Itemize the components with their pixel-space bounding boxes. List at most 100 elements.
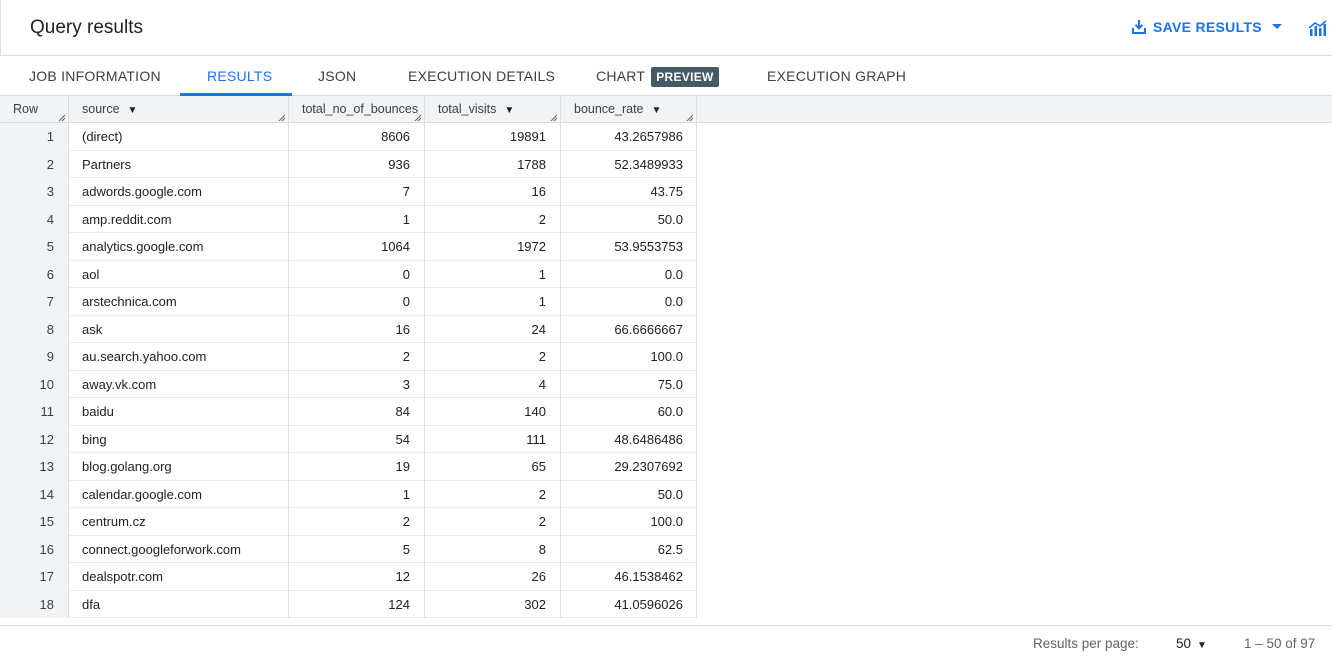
row-number-cell: 11 xyxy=(0,398,69,426)
row-number-cell: 5 xyxy=(0,233,69,261)
pagination-footer: Results per page: 50 ▼ 1 – 50 of 97 xyxy=(0,625,1332,660)
column-header-total-visits[interactable]: total_visits ▼ xyxy=(425,96,561,123)
tab-json[interactable]: JSON xyxy=(318,68,357,84)
visits-cell: 1 xyxy=(425,260,561,288)
sort-arrow-icon[interactable]: ▼ xyxy=(127,105,138,116)
source-cell: au.search.yahoo.com xyxy=(69,343,289,371)
table-header xyxy=(0,96,1332,123)
sort-arrow-icon[interactable]: ▼ xyxy=(651,105,662,116)
visits-cell: 2 xyxy=(425,480,561,508)
tab-execution-graph[interactable]: EXECUTION GRAPH xyxy=(767,68,907,84)
bounces-cell: 54 xyxy=(289,425,425,453)
column-header-label: total_visits xyxy=(438,102,497,116)
visits-cell: 302 xyxy=(425,590,561,618)
column-header-source[interactable]: source ▼ xyxy=(69,96,289,123)
bounce-rate-cell: 100.0 xyxy=(561,508,697,536)
table-row: 12 bing 54 111 48.6486486 xyxy=(0,425,697,453)
row-number-cell: 3 xyxy=(0,178,69,206)
visits-cell: 2 xyxy=(425,205,561,233)
visits-cell: 24 xyxy=(425,315,561,343)
active-tab-indicator xyxy=(180,93,292,96)
bounce-rate-cell: 29.2307692 xyxy=(561,453,697,481)
column-resize-handle[interactable] xyxy=(278,114,285,121)
row-number-cell: 16 xyxy=(0,535,69,563)
row-number-cell: 12 xyxy=(0,425,69,453)
source-cell: arstechnica.com xyxy=(69,288,289,316)
bounces-cell: 16 xyxy=(289,315,425,343)
column-resize-handle[interactable] xyxy=(550,114,557,121)
bounce-rate-cell: 0.0 xyxy=(561,288,697,316)
column-resize-handle[interactable] xyxy=(686,114,693,121)
source-cell: connect.googleforwork.com xyxy=(69,535,289,563)
tab-execution-details[interactable]: EXECUTION DETAILS xyxy=(408,68,556,84)
bounces-cell: 936 xyxy=(289,150,425,178)
visits-cell: 8 xyxy=(425,535,561,563)
visits-cell: 2 xyxy=(425,508,561,536)
visits-cell: 1972 xyxy=(425,233,561,261)
visits-cell: 65 xyxy=(425,453,561,481)
visits-cell: 2 xyxy=(425,343,561,371)
row-number-cell: 1 xyxy=(0,123,69,151)
bounce-rate-cell: 46.1538462 xyxy=(561,563,697,591)
preview-badge: PREVIEW xyxy=(651,67,719,87)
table-row: 2 Partners 936 1788 52.3489933 xyxy=(0,150,697,178)
row-number-cell: 7 xyxy=(0,288,69,316)
column-resize-handle[interactable] xyxy=(58,114,65,121)
save-results-label: SAVE RESULTS xyxy=(1153,19,1262,35)
visits-cell: 16 xyxy=(425,178,561,206)
bounce-rate-cell: 48.6486486 xyxy=(561,425,697,453)
source-cell: dealspotr.com xyxy=(69,563,289,591)
tab-results[interactable]: RESULTS xyxy=(207,68,273,84)
sort-arrow-icon[interactable]: ▼ xyxy=(504,105,515,116)
table-row: 7 arstechnica.com 0 1 0.0 xyxy=(0,288,697,316)
column-resize-handle[interactable] xyxy=(414,114,421,121)
bounces-cell: 1 xyxy=(289,480,425,508)
source-cell: dfa xyxy=(69,590,289,618)
column-header-label: total_no_of_bounces xyxy=(302,102,419,116)
column-header-bounce-rate[interactable]: bounce_rate ▼ xyxy=(561,96,697,123)
table-row: 16 connect.googleforwork.com 5 8 62.5 xyxy=(0,535,697,563)
table-row: 3 adwords.google.com 7 16 43.75 xyxy=(0,178,697,206)
table-row: 13 blog.golang.org 19 65 29.2307692 xyxy=(0,453,697,481)
bounce-rate-cell: 0.0 xyxy=(561,260,697,288)
bounce-rate-cell: 60.0 xyxy=(561,398,697,426)
table-row: 6 aol 0 1 0.0 xyxy=(0,260,697,288)
results-tabs: JOB INFORMATION RESULTS JSON EXECUTION D… xyxy=(0,56,1332,96)
bounce-rate-cell: 50.0 xyxy=(561,480,697,508)
visits-cell: 4 xyxy=(425,370,561,398)
results-per-page-select[interactable]: 50 ▼ xyxy=(1176,636,1207,651)
bounces-cell: 3 xyxy=(289,370,425,398)
row-number-cell: 13 xyxy=(0,453,69,481)
caret-down-icon: ▼ xyxy=(1197,640,1207,651)
column-header-total-no-of-bounces[interactable]: total_no_of_bounces xyxy=(289,96,425,123)
row-number-cell: 10 xyxy=(0,370,69,398)
visits-cell: 26 xyxy=(425,563,561,591)
visits-cell: 140 xyxy=(425,398,561,426)
source-cell: amp.reddit.com xyxy=(69,205,289,233)
tab-job-information[interactable]: JOB INFORMATION xyxy=(29,68,161,84)
table-row: 18 dfa 124 302 41.0596026 xyxy=(0,590,697,618)
column-header-row[interactable]: Row xyxy=(0,96,69,123)
table-row: 4 amp.reddit.com 1 2 50.0 xyxy=(0,205,697,233)
save-results-button[interactable]: SAVE RESULTS xyxy=(1131,19,1288,35)
explore-data-button[interactable] xyxy=(1308,19,1330,42)
source-cell: baidu xyxy=(69,398,289,426)
bounces-cell: 2 xyxy=(289,343,425,371)
column-header-label: Row xyxy=(13,102,39,116)
bounce-rate-cell: 100.0 xyxy=(561,343,697,371)
page-title: Query results xyxy=(30,17,143,38)
tab-chart[interactable]: CHART PREVIEW xyxy=(596,56,719,95)
row-number-cell: 14 xyxy=(0,480,69,508)
pagination-range: 1 – 50 of 97 xyxy=(1244,636,1316,651)
bounce-rate-cell: 53.9553753 xyxy=(561,233,697,261)
results-header: Query results SAVE RESULTS xyxy=(0,0,1332,56)
bounces-cell: 12 xyxy=(289,563,425,591)
source-cell: calendar.google.com xyxy=(69,480,289,508)
chart-icon xyxy=(1308,20,1327,36)
bounces-cell: 1064 xyxy=(289,233,425,261)
column-header-label: bounce_rate xyxy=(574,102,644,116)
row-number-cell: 15 xyxy=(0,508,69,536)
bounces-cell: 8606 xyxy=(289,123,425,151)
bounces-cell: 0 xyxy=(289,260,425,288)
bounce-rate-cell: 52.3489933 xyxy=(561,150,697,178)
